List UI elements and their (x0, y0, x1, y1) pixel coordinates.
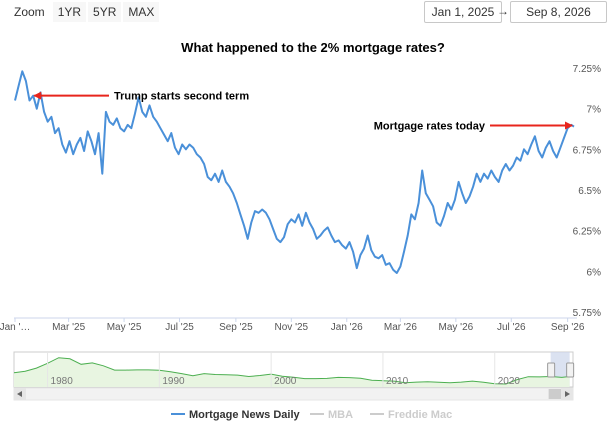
y-tick-label: 7% (587, 105, 602, 116)
zoom-max-button[interactable]: MAX (123, 2, 160, 22)
y-tick-label: 6% (587, 267, 602, 278)
scroll-right-icon (565, 391, 570, 397)
x-axis: Jan '… Mar '25 May '25 Jul '25 Sep '25 Nov '2… (0, 318, 585, 333)
x-tick-label: May '26 (438, 322, 473, 333)
range-to-input[interactable]: Sep 8, 2026 (510, 1, 607, 23)
y-axis: 7.25% 7% 6.75% 6.5% 6.25% 6% 5.75% (573, 64, 601, 319)
range-from-input[interactable]: Jan 1, 2025 (424, 1, 502, 23)
range-arrow: → (497, 4, 509, 18)
navigator-tick-label: 2000 (274, 376, 297, 387)
series-group (14, 70, 575, 274)
scroll-left-icon (17, 391, 22, 397)
x-tick-label: Sep '25 (219, 322, 253, 333)
y-tick-label: 6.25% (573, 227, 601, 238)
x-tick-label: Jan '… (0, 322, 30, 333)
zoom-label: Zoom (14, 5, 45, 19)
x-tick-label: Jul '25 (165, 322, 194, 333)
navigator-area (14, 357, 570, 387)
navigator-scrollbar-track (13, 387, 574, 401)
annotation-text-trump: Trump starts second term (114, 91, 249, 103)
x-tick-label: Mar '26 (384, 322, 417, 333)
navigator-scrollbar-thumb (548, 389, 572, 399)
annotation-text-today: Mortgage rates today (374, 121, 486, 133)
x-tick-label: Sep '26 (551, 322, 585, 333)
legend-item-label[interactable]: MBA (328, 409, 353, 421)
navigator-tick-label: 1980 (51, 376, 74, 387)
x-tick-label: Jan '26 (331, 322, 363, 333)
navigator-tick-label: 2020 (498, 376, 521, 387)
legend-item-label[interactable]: Freddie Mac (388, 409, 452, 421)
navigator-line (13, 357, 570, 385)
x-tick-label: May '25 (107, 322, 142, 333)
x-tick-label: Jul '26 (497, 322, 526, 333)
zoom-1yr-button[interactable]: 1YR (52, 2, 87, 22)
zoom-bar: Zoom 1YR 5YR MAX (14, 2, 160, 22)
y-tick-label: 6.5% (578, 186, 601, 197)
y-tick-label: 7.25% (573, 64, 601, 75)
navigator-handle-left (547, 362, 556, 378)
x-tick-label: Mar '25 (52, 322, 85, 333)
x-tick-label: Nov '25 (275, 322, 309, 333)
navigator[interactable]: 1980 1990 2000 2010 2020 (13, 351, 575, 401)
annotations: Trump starts second term Mortgage rates t… (33, 91, 573, 133)
chart-title: What happened to the 2% mortgage rates? (181, 40, 445, 55)
zoom-5yr-button[interactable]: 5YR (88, 2, 122, 22)
y-tick-label: 6.75% (573, 145, 601, 156)
navigator-handle-right (566, 362, 575, 378)
navigator-tick-label: 1990 (162, 376, 185, 387)
series-line-mortgage-news-daily (14, 70, 575, 274)
legend-item-label[interactable]: Mortgage News Daily (189, 409, 301, 421)
legend: Mortgage News Daily MBA Freddie Mac (171, 409, 452, 421)
navigator-tick-label: 2010 (386, 376, 409, 387)
y-tick-label: 5.75% (573, 308, 601, 319)
